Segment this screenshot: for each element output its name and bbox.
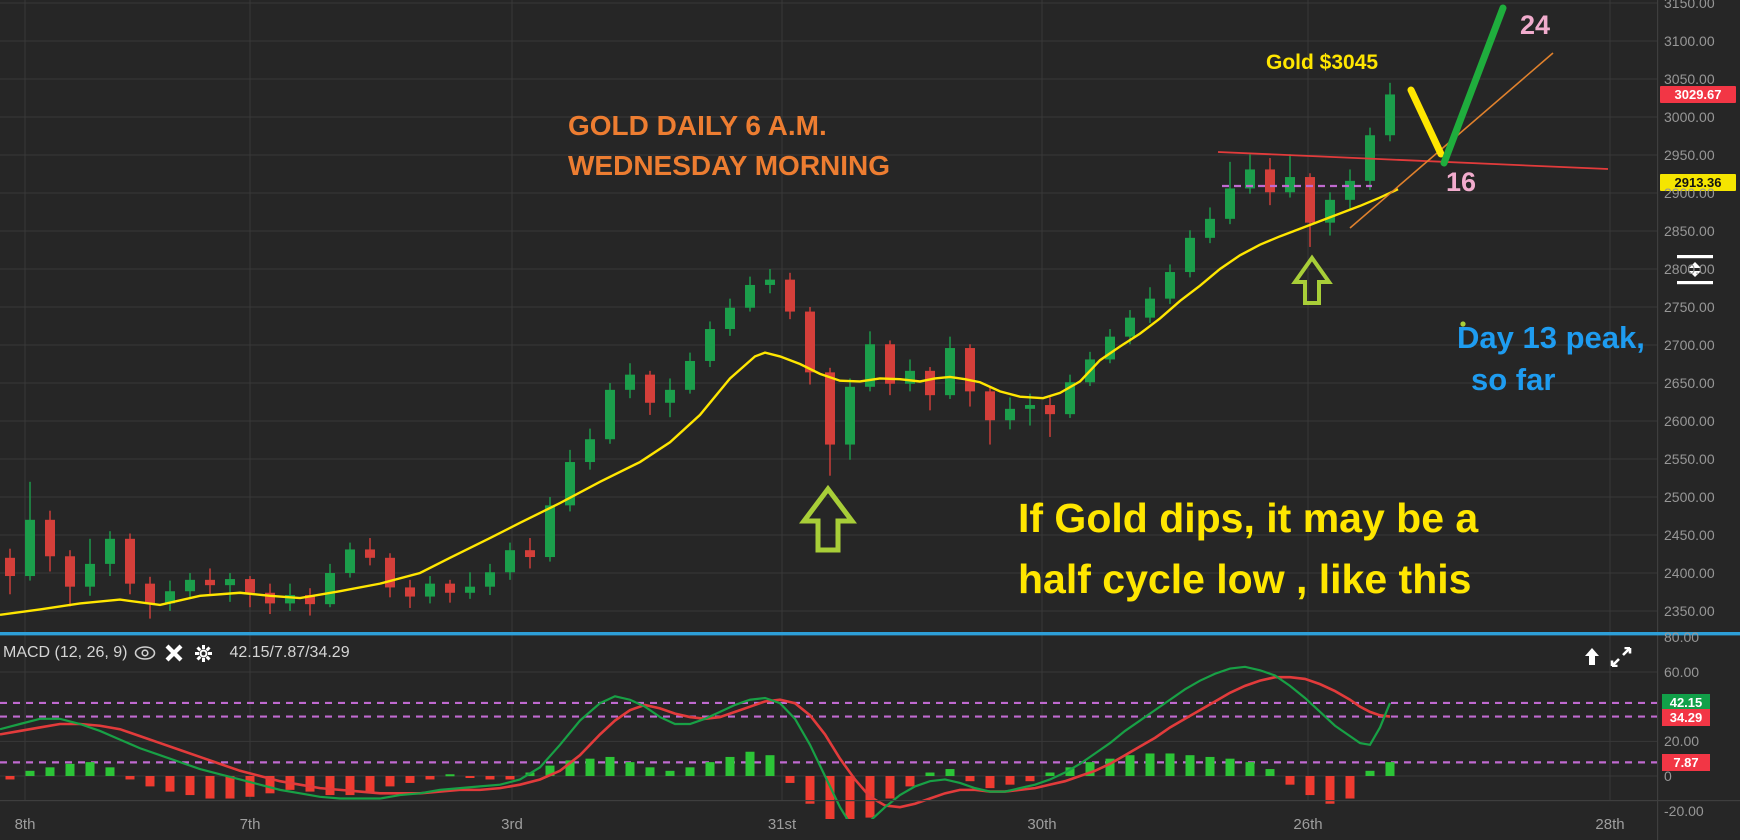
- time-tick-label: 3rd: [501, 816, 523, 833]
- price-tick-label: 3150.00: [1664, 0, 1715, 11]
- macd-tick-label: 20.00: [1664, 733, 1700, 750]
- pane-separator[interactable]: [0, 632, 1740, 636]
- eye-icon[interactable]: [134, 643, 156, 663]
- price-tick-label: 2650.00: [1664, 375, 1715, 391]
- time-tick-label: 30th: [1027, 816, 1057, 833]
- green-projection-segment[interactable]: [1440, 4, 1507, 167]
- price-tick-label: 3050.00: [1664, 71, 1715, 87]
- macd-tick-label: -20.00: [1664, 802, 1704, 819]
- time-tick-label: 7th: [239, 816, 261, 833]
- small-dot-marker: [1460, 321, 1466, 327]
- annotation-count-24[interactable]: 24: [1520, 10, 1551, 40]
- macd-pane-controls: [1583, 646, 1632, 672]
- price-tick-label: 3100.00: [1664, 33, 1715, 49]
- price-tick-label: 2350.00: [1664, 603, 1715, 619]
- maximize-pane-icon[interactable]: [1610, 646, 1632, 672]
- macd-values: 42.15/7.87/34.29: [229, 644, 350, 661]
- price-tick-label: 3000.00: [1664, 109, 1715, 125]
- price-tick-label: 2800.00: [1664, 261, 1715, 277]
- signal-value-badge: 34.29: [1662, 709, 1710, 726]
- macd-tick-label: 0: [1664, 768, 1672, 784]
- price-tick-label: 2900.00: [1664, 185, 1715, 201]
- annotation-day13-line1[interactable]: Day 13 peak,: [1457, 320, 1645, 355]
- last-price-badge: 3029.67: [1660, 86, 1736, 103]
- move-pane-up-icon[interactable]: [1583, 647, 1601, 672]
- hist-value-badge: 7.87: [1662, 754, 1710, 771]
- price-tick-label: 2700.00: [1664, 337, 1715, 353]
- price-scale-drag-handle[interactable]: [1676, 253, 1714, 292]
- price-tick-label: 2750.00: [1664, 299, 1715, 315]
- price-tick-label: 2450.00: [1664, 527, 1715, 543]
- annotation-count-16[interactable]: 16: [1446, 167, 1477, 197]
- up-arrow-marker[interactable]: [1291, 254, 1333, 305]
- gear-icon[interactable]: [192, 643, 214, 663]
- yellow-projection-segment[interactable]: [1407, 86, 1445, 158]
- annotation-day13-line2[interactable]: so far: [1471, 362, 1556, 397]
- annotation-dip-note[interactable]: If Gold dips, it may be a half cycle low…: [1018, 495, 1479, 602]
- time-tick-label: 26th: [1293, 816, 1323, 833]
- macd-header: MACD (12, 26, 9) 42.15/7.87/34.29: [3, 643, 350, 663]
- candles-pane[interactable]: [0, 82, 1399, 619]
- annotation-headline[interactable]: GOLD DAILY 6 A.M. WEDNESDAY MORNING: [568, 110, 891, 181]
- alert-price-badge: 2913.36: [1660, 174, 1736, 191]
- time-tick-label: 28th: [1595, 816, 1625, 833]
- gridlines: [0, 0, 1657, 800]
- macd-tick-label: 80.00: [1664, 629, 1700, 646]
- macd-pane[interactable]: [0, 665, 1657, 839]
- price-tick-label: 2600.00: [1664, 413, 1715, 429]
- close-icon[interactable]: [163, 643, 185, 663]
- yellow-ma-line[interactable]: [0, 188, 1399, 616]
- macd-title[interactable]: MACD (12, 26, 9): [3, 644, 128, 661]
- time-tick-label: 8th: [14, 816, 36, 833]
- red-trendline[interactable]: [1217, 151, 1609, 170]
- macd-tick-label: 60.00: [1664, 664, 1700, 680]
- macd-value-badge: 42.15: [1662, 694, 1710, 711]
- up-arrow-marker[interactable]: [799, 484, 857, 553]
- price-tick-label: 2850.00: [1664, 223, 1715, 239]
- price-tick-label: 2950.00: [1664, 147, 1715, 163]
- time-tick-label: 31st: [767, 816, 797, 833]
- price-tick-label: 2550.00: [1664, 451, 1715, 467]
- price-tick-label: 2400.00: [1664, 565, 1715, 581]
- price-tick-label: 2500.00: [1664, 489, 1715, 505]
- annotation-gold-target[interactable]: Gold $3045: [1266, 51, 1379, 74]
